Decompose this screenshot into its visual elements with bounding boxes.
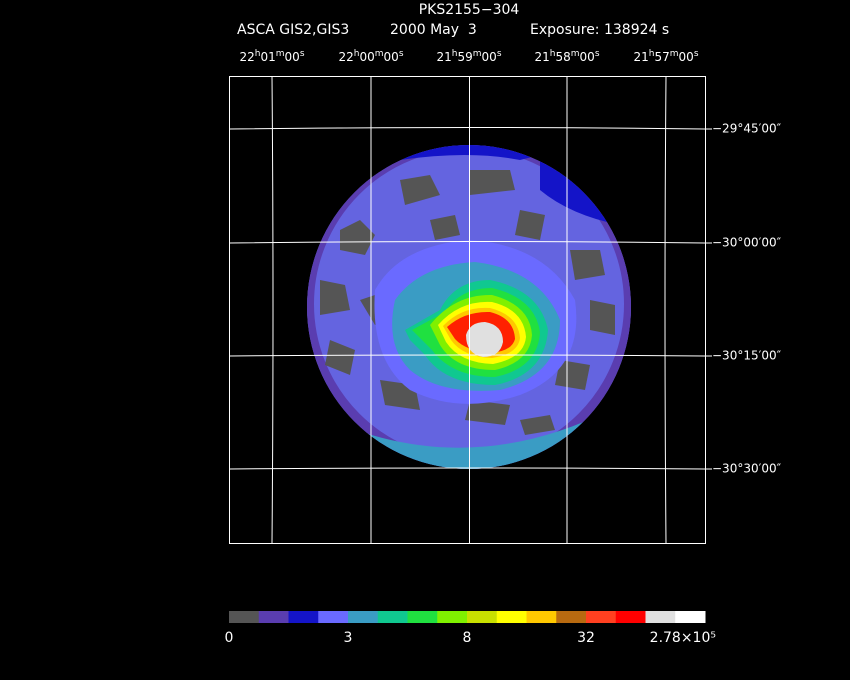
colorbar-label: 32	[577, 630, 595, 646]
colorbar-segment	[288, 611, 319, 623]
colorbar: 0 3 8 32 2.78×10⁵	[225, 611, 716, 646]
colorbar-label: 2.78×10⁵	[650, 630, 716, 646]
colorbar-segment	[586, 611, 617, 623]
core	[466, 322, 503, 357]
colorbar-segment	[556, 611, 587, 623]
dec-grid-line	[228, 241, 706, 244]
dec-label: −30°00′00″	[712, 236, 782, 250]
colorbar-label: 3	[344, 630, 353, 646]
ra-grid-line	[566, 75, 568, 544]
dec-grid-line	[228, 354, 706, 357]
dec-label: −29°45′00″	[712, 122, 782, 136]
ra-label: 21h57m00s	[633, 49, 698, 64]
colorbar-segment	[437, 611, 468, 623]
frame	[229, 76, 706, 544]
dec-label: −30°30′00″	[712, 462, 782, 476]
colorbar-segment	[615, 611, 646, 623]
colorbar-segment	[467, 611, 498, 623]
coordinate-grid	[228, 75, 706, 544]
colorbar-segment	[229, 611, 260, 623]
colorbar-segment	[348, 611, 379, 623]
ra-label: 22h00m00s	[338, 49, 403, 64]
ra-grid-line	[664, 75, 667, 544]
colorbar-label: 0	[225, 630, 234, 646]
ra-label: 21h59m00s	[436, 49, 501, 64]
instrument: ASCA GIS2,GIS3	[237, 22, 349, 38]
date: 2000 May 3	[390, 22, 477, 38]
colorbar-segment	[675, 611, 706, 623]
dec-grid-line	[228, 467, 706, 470]
exposure: Exposure: 138924 s	[530, 22, 669, 38]
colorbar-segment	[377, 611, 408, 623]
ra-label: 22h01m00s	[239, 49, 304, 64]
colorbar-segment	[496, 611, 527, 623]
colorbar-segment	[526, 611, 557, 623]
colorbar-segment	[645, 611, 676, 623]
ra-grid-line	[271, 75, 274, 544]
ra-label: 21h58m00s	[534, 49, 599, 64]
title: PKS2155−304	[419, 2, 520, 18]
dec-label: −30°15′00″	[712, 349, 782, 363]
colorbar-segment	[407, 611, 438, 623]
ra-grid-line	[370, 75, 372, 544]
colorbar-segment	[258, 611, 289, 623]
colorbar-segment	[318, 611, 349, 623]
dec-grid-line	[228, 127, 706, 130]
colorbar-label: 8	[463, 630, 472, 646]
